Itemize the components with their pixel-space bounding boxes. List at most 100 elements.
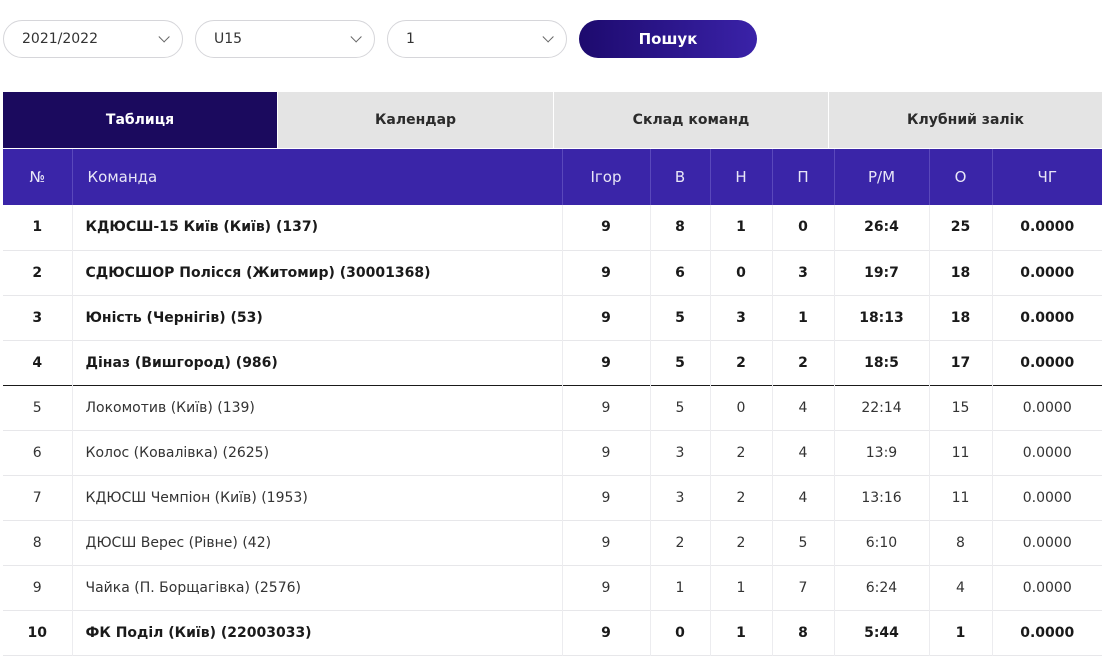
header-team[interactable]: Команда — [72, 149, 563, 205]
draws-cell: 1 — [710, 205, 773, 250]
team-cell[interactable]: Колос (Ковалівка) (2625) — [72, 430, 563, 475]
goals-cell: 13:16 — [834, 475, 930, 520]
table-row: 1 КДЮСШ-15 Київ (Київ) (137) 9 8 1 0 26:4 25 0.0… — [3, 205, 1102, 250]
wins-cell: 5 — [650, 340, 711, 385]
team-cell[interactable]: КДЮСШ Чемпіон (Київ) (1953) — [72, 475, 563, 520]
games-cell: 9 — [562, 205, 651, 250]
position-cell: 2 — [3, 250, 73, 295]
season-value: 2021/2022 — [22, 31, 98, 47]
table-row: 5 Локомотив (Київ) (139) 9 5 0 4 22:14 15 0.0000 — [3, 385, 1102, 430]
points-cell: 18 — [929, 295, 993, 340]
position-cell: 5 — [3, 385, 73, 430]
tab-team-rosters[interactable]: Склад команд — [553, 92, 828, 148]
position-cell: 1 — [3, 205, 73, 250]
tabs-bar: Таблиця Календар Склад команд Клубний за… — [3, 92, 1102, 148]
team-cell[interactable]: Чайка (П. Борщагівка) (2576) — [72, 565, 563, 610]
tab-calendar[interactable]: Календар — [277, 92, 553, 148]
position-cell: 10 — [3, 610, 73, 655]
filters-bar: 2021/2022 U15 1 Пошук — [3, 20, 757, 58]
season-select[interactable]: 2021/2022 — [3, 20, 183, 58]
table-row: 2 СДЮСШОР Полісся (Житомир) (30001368) 9 6 0… — [3, 250, 1102, 295]
points-cell: 8 — [929, 520, 993, 565]
games-cell: 9 — [562, 475, 651, 520]
games-cell: 9 — [562, 610, 651, 655]
draws-cell: 0 — [710, 250, 773, 295]
table-row: 8 ДЮСШ Верес (Рівне) (42) 9 2 2 5 6:10 8 0.0000 — [3, 520, 1102, 565]
losses-cell: 5 — [772, 520, 835, 565]
points-cell: 11 — [929, 430, 993, 475]
header-wins[interactable]: В — [650, 149, 711, 205]
table-row: 9 Чайка (П. Борщагівка) (2576) 9 1 1 7 6:24 4 0.… — [3, 565, 1102, 610]
team-cell[interactable]: ФК Поділ (Київ) (22003033) — [72, 610, 563, 655]
tab-club-standings[interactable]: Клубний залік — [828, 92, 1102, 148]
games-cell: 9 — [562, 385, 651, 430]
points-cell: 1 — [929, 610, 993, 655]
wins-cell: 5 — [650, 295, 711, 340]
fair-play-cell: 0.0000 — [1022, 534, 1072, 551]
games-cell: 9 — [562, 430, 651, 475]
games-cell: 9 — [562, 250, 651, 295]
league-select[interactable]: 1 — [387, 20, 567, 58]
games-cell: 9 — [562, 295, 651, 340]
losses-cell: 4 — [772, 430, 835, 475]
league-value: 1 — [406, 31, 415, 47]
goals-cell: 6:10 — [834, 520, 930, 565]
wins-cell: 3 — [650, 475, 711, 520]
wins-cell: 2 — [650, 520, 711, 565]
team-cell[interactable]: Локомотив (Київ) (139) — [72, 385, 563, 430]
wins-cell: 0 — [650, 610, 711, 655]
header-goals[interactable]: Р/М — [834, 149, 930, 205]
header-draws[interactable]: Н — [710, 149, 773, 205]
losses-cell: 4 — [772, 475, 835, 520]
search-button[interactable]: Пошук — [579, 20, 757, 58]
header-points[interactable]: О — [929, 149, 993, 205]
header-losses[interactable]: П — [772, 149, 835, 205]
fair-play-cell: 0.0000 — [1020, 354, 1075, 371]
goals-cell: 19:7 — [834, 250, 930, 295]
draws-cell: 0 — [710, 385, 773, 430]
goals-cell: 22:14 — [834, 385, 930, 430]
team-cell[interactable]: ДЮСШ Верес (Рівне) (42) — [72, 520, 563, 565]
position-cell: 7 — [3, 475, 73, 520]
draws-cell: 2 — [710, 430, 773, 475]
age-group-select[interactable]: U15 — [195, 20, 375, 58]
draws-cell: 2 — [710, 475, 773, 520]
table-row: 4 Діназ (Вишгород) (986) 9 5 2 2 18:5 17 0.0000 — [3, 340, 1102, 385]
points-cell: 15 — [929, 385, 993, 430]
fair-play-cell: 0.0000 — [1022, 489, 1072, 506]
team-cell[interactable]: КДЮСШ-15 Київ (Київ) (137) — [72, 205, 563, 250]
team-cell[interactable]: СДЮСШОР Полісся (Житомир) (30001368) — [72, 250, 563, 295]
goals-cell: 18:13 — [834, 295, 930, 340]
fair-play-cell: 0.0000 — [1022, 444, 1072, 461]
header-games[interactable]: Ігор — [562, 149, 651, 205]
losses-cell: 2 — [772, 340, 835, 385]
chevron-down-icon — [158, 31, 170, 43]
age-group-value: U15 — [214, 31, 243, 47]
goals-cell: 6:24 — [834, 565, 930, 610]
goals-cell: 5:44 — [834, 610, 930, 655]
position-cell: 8 — [3, 520, 73, 565]
wins-cell: 3 — [650, 430, 711, 475]
table-row: 10 ФК Поділ (Київ) (22003033) 9 0 1 8 5:44 1 0.0… — [3, 610, 1102, 655]
fair-play-cell: 0.0000 — [1020, 219, 1075, 236]
standings-table: № Команда Ігор В Н П Р/М О ЧГ 1 КДЮСШ-15 … — [3, 149, 1102, 656]
wins-cell: 8 — [650, 205, 711, 250]
goals-cell: 26:4 — [834, 205, 930, 250]
team-cell[interactable]: Діназ (Вишгород) (986) — [72, 340, 563, 385]
fair-play-cell: 0.0000 — [1020, 264, 1075, 281]
position-cell: 3 — [3, 295, 73, 340]
points-cell: 18 — [929, 250, 993, 295]
fair-play-cell: 0.0000 — [1020, 309, 1075, 326]
losses-cell: 0 — [772, 205, 835, 250]
draws-cell: 1 — [710, 610, 773, 655]
position-cell: 4 — [3, 340, 73, 385]
fair-play-cell: 0.0000 — [1020, 624, 1075, 641]
points-cell: 17 — [929, 340, 993, 385]
header-position[interactable]: № — [3, 149, 73, 205]
chevron-down-icon — [542, 31, 554, 43]
draws-cell: 3 — [710, 295, 773, 340]
header-fair-play[interactable]: ЧГ — [1037, 168, 1057, 186]
tab-table[interactable]: Таблиця — [3, 92, 277, 148]
goals-cell: 18:5 — [834, 340, 930, 385]
team-cell[interactable]: Юність (Чернігів) (53) — [72, 295, 563, 340]
